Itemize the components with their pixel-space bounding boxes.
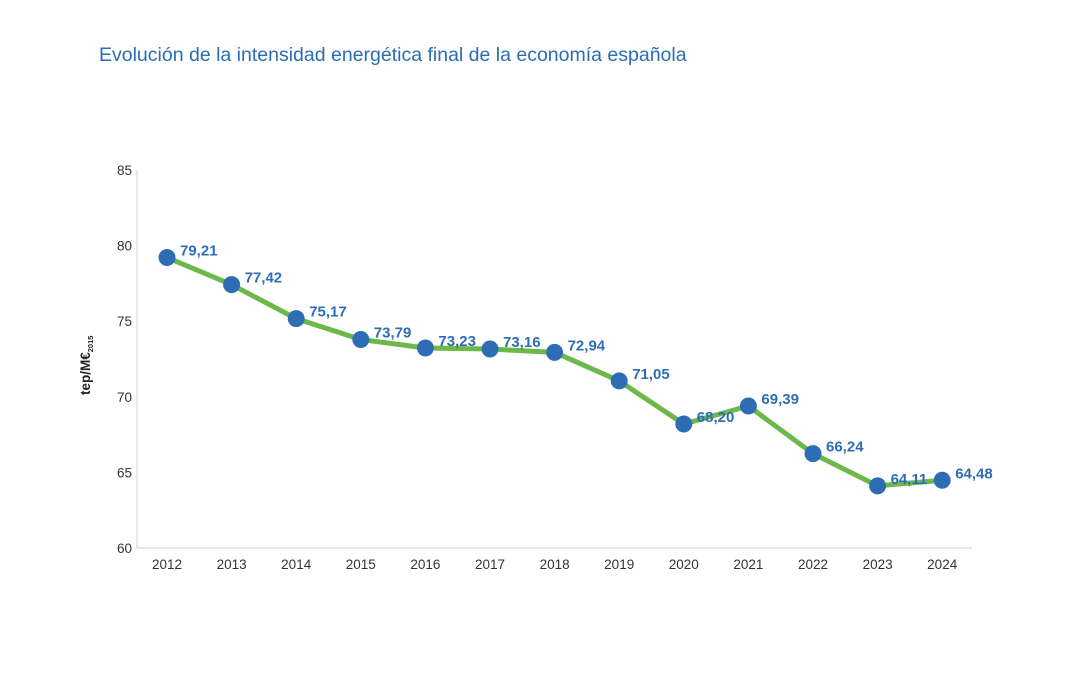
y-tick-label: 75 <box>117 314 132 329</box>
data-label: 75,17 <box>309 304 347 321</box>
data-label: 66,24 <box>826 439 864 456</box>
x-tick-label: 2023 <box>863 557 893 572</box>
y-tick-label: 80 <box>117 239 132 254</box>
y-tick-label: 60 <box>117 541 132 556</box>
data-point <box>869 477 887 495</box>
y-tick-label: 85 <box>117 163 132 178</box>
x-tick-labels: 2012 2013 2014 2015 2016 2017 2018 2019 2020 2021… <box>152 557 958 572</box>
data-point <box>416 339 434 357</box>
x-tick-label: 2015 <box>346 557 376 572</box>
data-point <box>739 397 757 415</box>
y-tick-label: 65 <box>117 465 132 480</box>
data-labels: 79,21 77,42 75,17 73,79 73,23 73,16 72,94 71,05… <box>180 243 993 488</box>
y-axis-label: tep/M€2015 <box>78 336 95 395</box>
x-tick-label: 2018 <box>540 557 570 572</box>
data-point <box>675 415 693 433</box>
x-tick-label: 2022 <box>798 557 828 572</box>
y-tick-label: 70 <box>117 390 132 405</box>
data-point <box>158 249 176 267</box>
y-axis-label-main: tep/M€ <box>78 352 93 395</box>
data-label: 64,11 <box>891 471 928 488</box>
data-point <box>223 276 241 294</box>
x-tick-label: 2024 <box>927 557 958 572</box>
data-label: 73,79 <box>374 324 412 341</box>
x-tick-label: 2012 <box>152 557 182 572</box>
x-tick-label: 2013 <box>217 557 247 572</box>
data-label: 72,94 <box>568 337 606 354</box>
data-label: 73,23 <box>438 333 476 350</box>
data-label: 68,20 <box>697 409 735 426</box>
x-tick-label: 2020 <box>669 557 699 572</box>
data-point <box>610 372 628 390</box>
data-label: 71,05 <box>632 366 670 383</box>
data-point <box>546 343 564 361</box>
data-label: 77,42 <box>245 270 283 287</box>
data-label: 69,39 <box>761 391 799 408</box>
data-point <box>933 471 951 489</box>
x-tick-label: 2019 <box>604 557 634 572</box>
chart-title: Evolución de la intensidad energética fi… <box>99 44 687 66</box>
data-label: 73,16 <box>503 334 541 351</box>
y-tick-labels: 60 65 70 75 80 85 <box>117 163 132 556</box>
data-point <box>804 445 822 463</box>
axes <box>136 170 972 549</box>
x-tick-label: 2016 <box>410 557 440 572</box>
data-point <box>352 330 370 348</box>
x-tick-label: 2021 <box>733 557 763 572</box>
series-markers <box>158 249 951 495</box>
y-axis-label-subscript: 2015 <box>86 336 95 353</box>
data-point <box>481 340 499 358</box>
data-label: 64,48 <box>955 465 993 482</box>
data-point <box>287 310 305 328</box>
x-tick-label: 2017 <box>475 557 505 572</box>
x-tick-label: 2014 <box>281 557 312 572</box>
data-label: 79,21 <box>180 243 218 260</box>
